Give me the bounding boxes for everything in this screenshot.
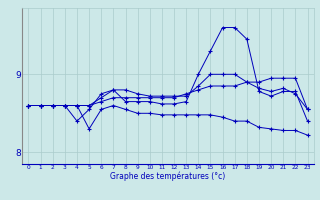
X-axis label: Graphe des températures (°c): Graphe des températures (°c) (110, 172, 226, 181)
